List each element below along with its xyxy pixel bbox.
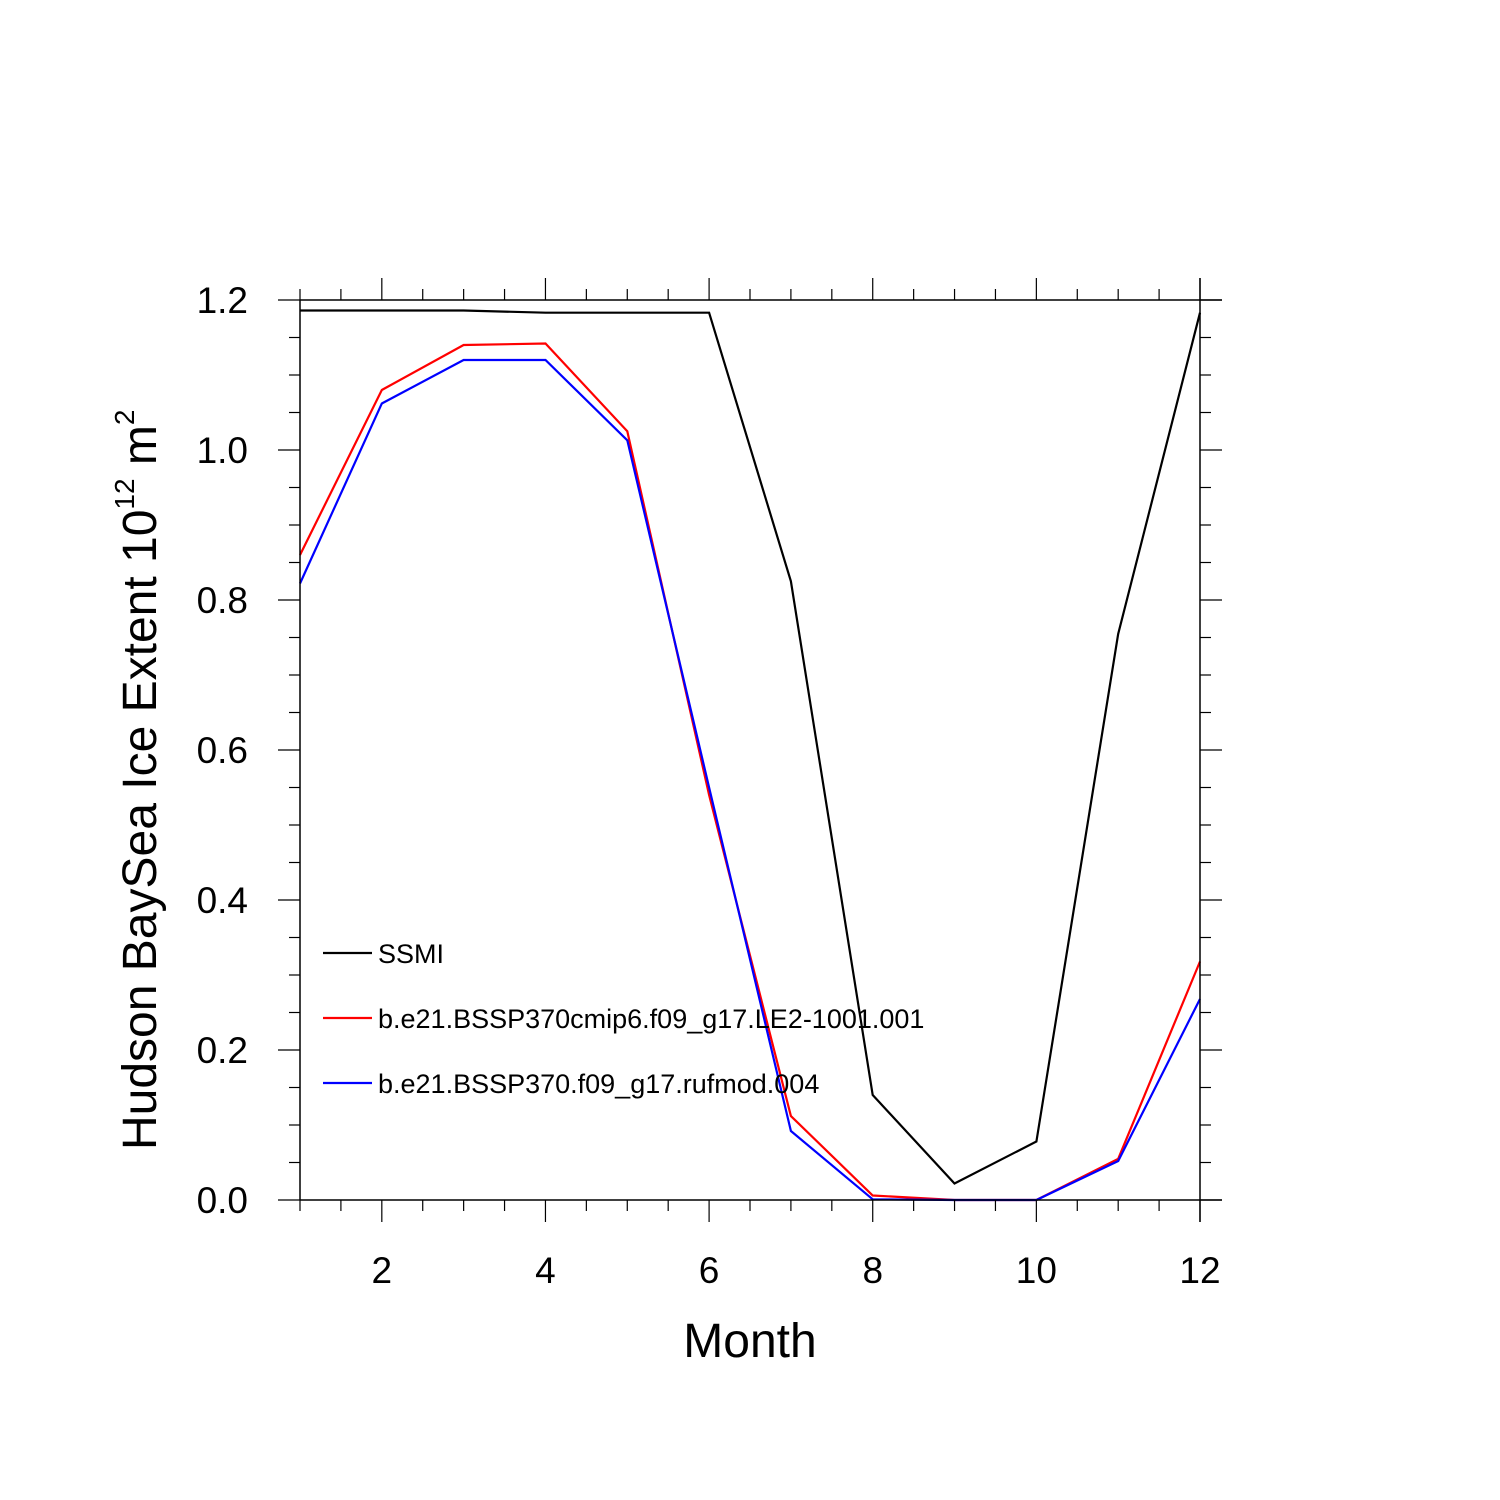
y-axis-label: Hudson BaySea Ice Extent 1012 m2 (109, 410, 167, 1150)
y-tick-label: 1.2 (197, 280, 248, 321)
y-tick-label: 0.2 (197, 1030, 248, 1071)
x-tick-label: 6 (699, 1250, 720, 1291)
y-tick-label: 0.8 (197, 580, 248, 621)
x-tick-label: 12 (1179, 1250, 1220, 1291)
y-axis-label-unit: m (114, 425, 167, 478)
x-axis-label: Month (683, 1315, 816, 1368)
y-tick-label: 0.4 (197, 880, 248, 921)
axis-ticks (278, 278, 1222, 1222)
y-tick-label: 0.6 (197, 730, 248, 771)
x-tick-label: 10 (1016, 1250, 1057, 1291)
y-tick-label: 1.0 (197, 430, 248, 471)
x-tick-label: 8 (862, 1250, 883, 1291)
x-tick-label: 4 (535, 1250, 556, 1291)
series-line-1 (300, 309, 1202, 1185)
y-tick-label: 0.0 (197, 1180, 248, 1221)
y-axis-label-superscript-power: 2 (109, 410, 140, 426)
legend: SSMI b.e21.BSSP370cmip6.f09_g17.LE2-1001.… (323, 939, 924, 1099)
series-lines (298, 309, 1202, 1202)
legend-label-1: SSMI (378, 939, 444, 969)
legend-label-2: b.e21.BSSP370cmip6.f09_g17.LE2-1001.001 (378, 1004, 924, 1034)
y-axis-label-main: Hudson BaySea Ice Extent 10 (114, 510, 167, 1150)
legend-label-3: b.e21.BSSP370.f09_g17.rufmod.004 (378, 1069, 819, 1099)
y-axis-label-superscript-exponent: 12 (109, 478, 140, 509)
series-line-3 (298, 358, 1201, 1202)
tick-labels: 2 4 6 8 10 12 0.0 0.2 0.4 0.6 0.8 1.0 1.2 (197, 280, 1221, 1291)
x-tick-label: 2 (372, 1250, 393, 1291)
